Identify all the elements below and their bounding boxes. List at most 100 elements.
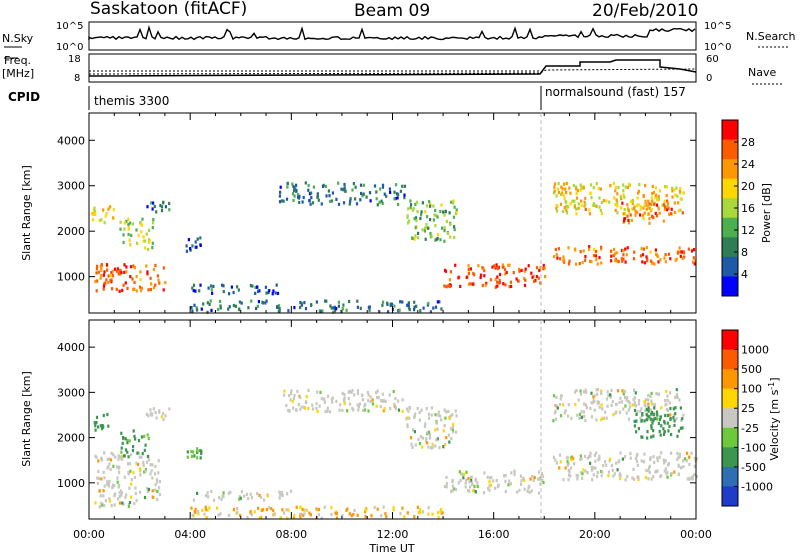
echo-cell <box>677 201 680 205</box>
echo-cell <box>156 274 159 278</box>
echo-cell <box>656 255 659 259</box>
echo-cell <box>556 256 559 260</box>
echo-cell <box>619 477 622 481</box>
echo-cell <box>321 184 325 188</box>
echo-cell <box>414 202 417 206</box>
echo-cell <box>407 409 410 413</box>
echo-cell <box>279 516 282 520</box>
echo-cell <box>124 495 127 499</box>
echo-cell <box>196 456 199 460</box>
echo-cell <box>412 206 415 211</box>
echo-cell <box>396 196 399 200</box>
echo-cell <box>371 398 374 402</box>
echo-cell <box>565 204 568 208</box>
echo-cell <box>426 215 429 219</box>
echo-cell <box>280 199 283 203</box>
echo-cell <box>600 389 603 393</box>
echo-cell <box>111 287 114 291</box>
echo-cell <box>593 394 596 398</box>
echo-cell <box>308 511 311 515</box>
echo-cell <box>319 390 322 394</box>
echo-cell <box>103 270 106 274</box>
echo-cell <box>432 204 435 208</box>
echo-cell <box>403 184 407 188</box>
echo-cell <box>431 512 434 516</box>
echo-cell <box>164 414 167 418</box>
echo-cell <box>102 489 105 493</box>
echo-cell <box>564 409 567 413</box>
echo-cell <box>395 192 398 196</box>
echo-cell <box>100 456 103 460</box>
freq-right-tick-top: 60 <box>706 54 719 65</box>
echo-cell <box>154 283 157 287</box>
echo-region <box>406 199 458 243</box>
echo-cell <box>278 200 282 204</box>
echo-cell <box>140 223 144 227</box>
echo-cell <box>118 470 121 474</box>
echo-cell <box>605 397 608 401</box>
echo-cell <box>99 264 103 269</box>
echo-cell <box>139 469 142 473</box>
echo-cell <box>437 515 440 519</box>
echo-cell <box>596 474 599 479</box>
echo-cell <box>105 278 108 282</box>
echo-cell <box>600 245 603 249</box>
echo-cell <box>447 284 450 288</box>
echo-cell <box>445 436 448 440</box>
echo-cell <box>567 468 570 472</box>
echo-cell <box>317 507 320 512</box>
echo-cell <box>424 226 427 230</box>
echo-cell <box>270 507 273 511</box>
echo-cell <box>381 185 385 189</box>
echo-cell <box>102 287 105 291</box>
echo-cell <box>106 457 109 461</box>
echo-cell <box>435 420 438 424</box>
echo-cell <box>650 391 653 395</box>
echo-cell <box>262 508 265 512</box>
echo-cell <box>155 210 158 214</box>
echo-cell <box>326 394 330 398</box>
echo-cell <box>576 474 579 478</box>
echo-cell <box>498 281 501 285</box>
echo-cell <box>543 266 546 270</box>
echo-cell <box>94 279 97 284</box>
echo-cell <box>125 493 128 497</box>
echo-cell <box>360 191 363 196</box>
echo-cell <box>676 451 679 456</box>
echo-cell <box>131 222 134 226</box>
echo-cell <box>630 199 633 203</box>
echo-cell <box>276 291 280 295</box>
echo-cell <box>427 506 430 510</box>
echo-cell <box>408 308 411 312</box>
echo-cell <box>678 398 681 402</box>
echo-cell <box>307 407 310 411</box>
echo-cell <box>666 398 669 403</box>
echo-cell <box>367 393 370 397</box>
echo-cell <box>584 258 587 262</box>
echo-cell <box>381 183 385 187</box>
echo-cell <box>641 435 644 439</box>
echo-cell <box>614 411 617 415</box>
echo-cell <box>350 390 353 395</box>
echo-cell <box>588 247 591 251</box>
echo-cell <box>681 256 684 260</box>
echo-cell <box>212 284 215 288</box>
echo-cell <box>455 211 458 215</box>
echo-region <box>283 388 404 414</box>
echo-cell <box>492 479 495 483</box>
echo-cell <box>504 474 507 478</box>
echo-cell <box>236 285 239 289</box>
echo-cell <box>626 246 629 250</box>
echo-cell <box>132 445 135 449</box>
echo-cell <box>672 407 675 411</box>
echo-cell <box>646 430 649 434</box>
echo-cell <box>114 492 117 496</box>
echo-cell <box>691 474 694 479</box>
echo-cell <box>488 476 491 480</box>
echo-cell <box>483 269 486 273</box>
echo-cell <box>584 255 587 259</box>
echo-cell <box>103 221 106 225</box>
echo-cell <box>364 514 367 519</box>
colorbar-segment <box>722 369 738 390</box>
echo-cell <box>324 410 327 414</box>
